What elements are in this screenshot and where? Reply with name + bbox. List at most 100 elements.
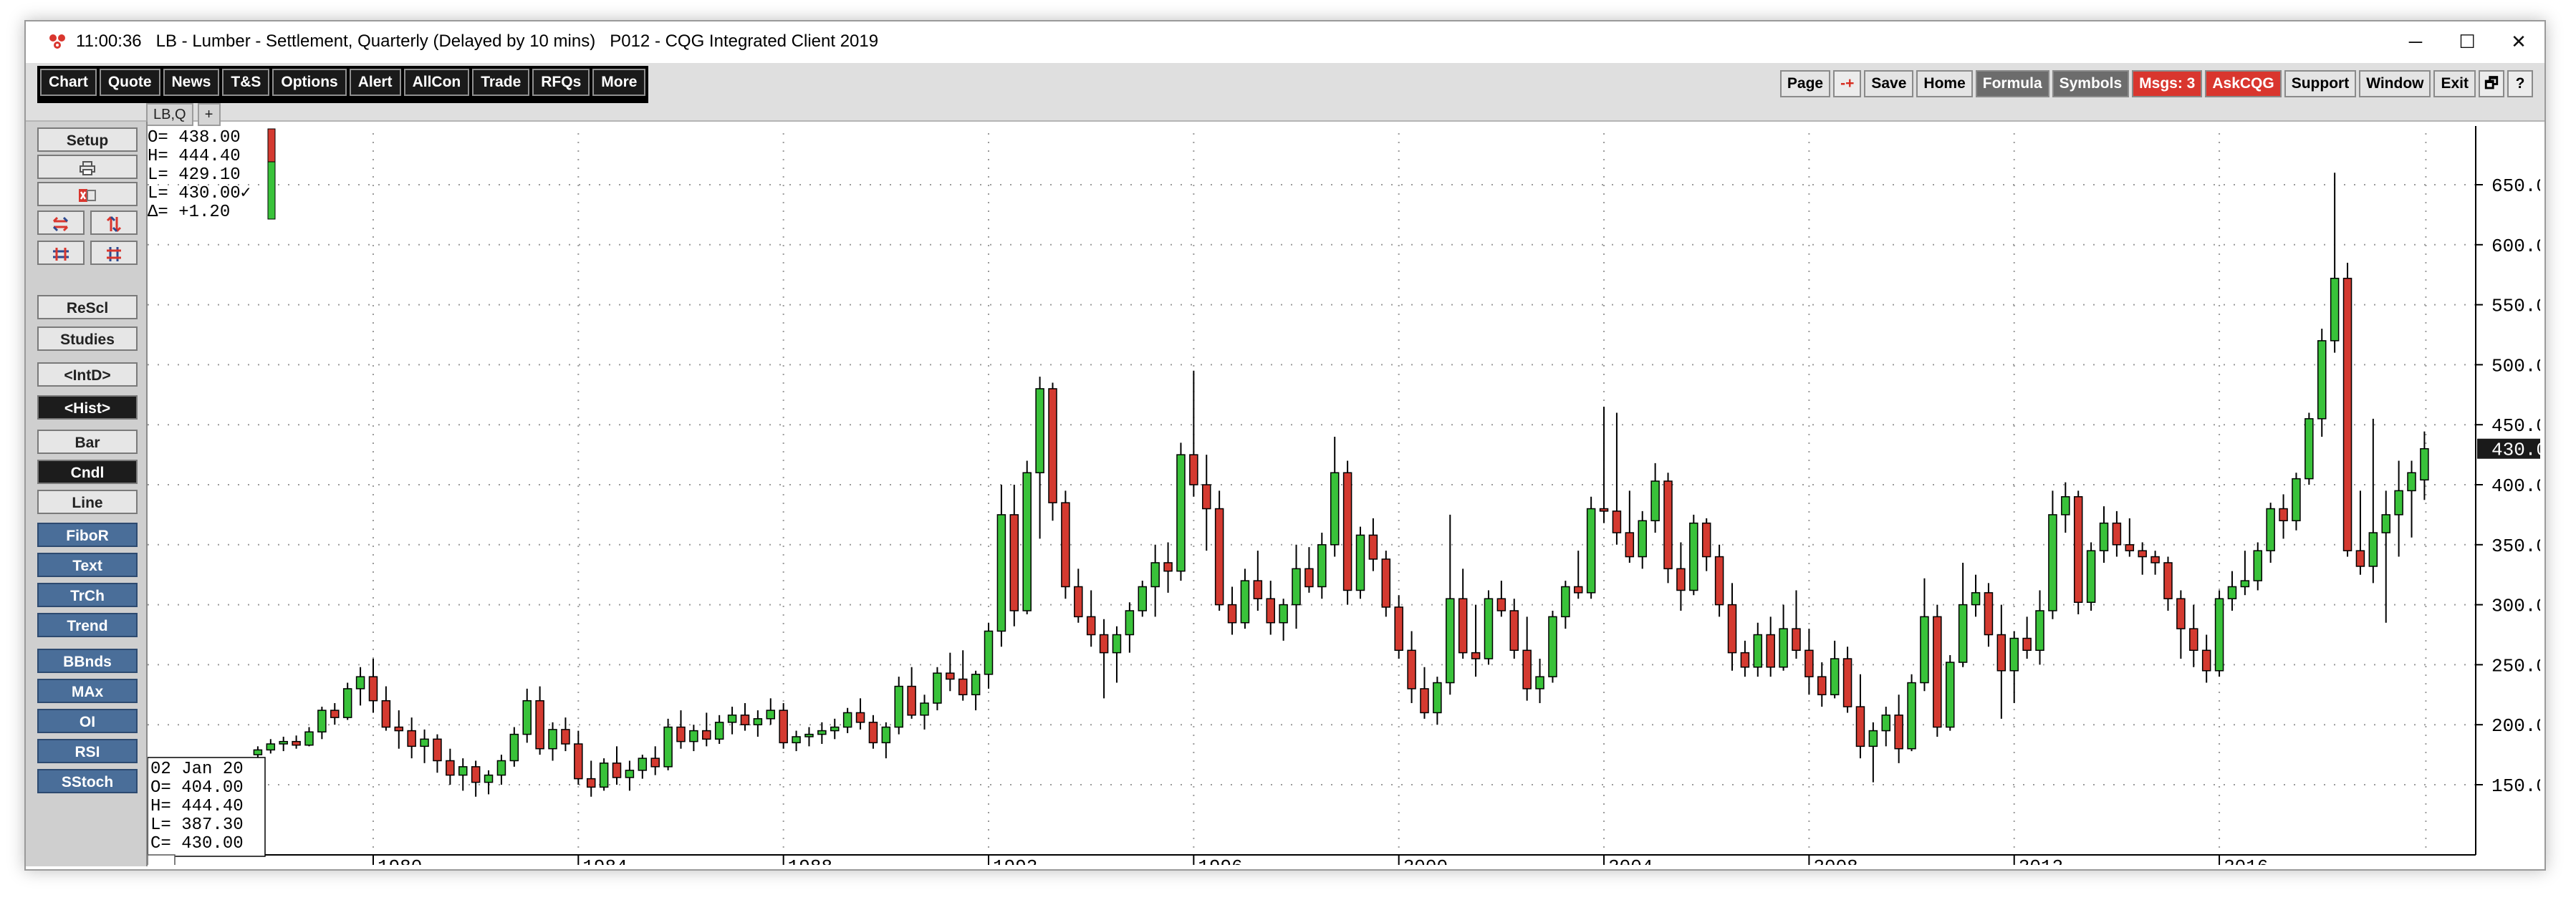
history-button[interactable]: <Hist> [37, 395, 138, 420]
chart-area[interactable]: 650.00 600.00 550.00 500.00 450.00 400.00 350.… [147, 126, 2570, 878]
compress-horizontal-button[interactable] [37, 241, 85, 265]
tab-lb-q[interactable]: LB,Q [146, 103, 193, 126]
candle-body-up [2317, 340, 2327, 420]
candlestick-chart[interactable]: 650.00 600.00 550.00 500.00 450.00 400.00 350.… [147, 126, 2570, 878]
candle-body-up [996, 514, 1006, 632]
y-tick-label: 500.00 [2491, 355, 2540, 377]
candle-body-up [1330, 472, 1340, 546]
messages-button[interactable]: Msgs: 3 [2132, 70, 2203, 97]
study-max-button[interactable]: MAx [37, 679, 138, 703]
menu-news-button[interactable]: News [163, 69, 220, 96]
restore-icon[interactable]: 🗗 [2479, 70, 2504, 97]
y-tick-label: 650.00 [2491, 175, 2540, 197]
candle-body-up [753, 718, 763, 725]
support-button[interactable]: Support [2284, 70, 2357, 97]
setup-button[interactable]: Setup [37, 127, 138, 152]
cqg-logo-icon [49, 34, 65, 49]
menu-alert-button[interactable]: Alert [349, 69, 401, 96]
candle-body-down [958, 678, 968, 696]
candle-body-up [1292, 568, 1301, 606]
candle-body-down [1792, 628, 1801, 652]
candle-body-up [894, 685, 903, 728]
candle-body-down [433, 738, 442, 762]
candle-body-down [1573, 586, 1583, 594]
close-button[interactable]: ✕ [2511, 30, 2527, 52]
menu-quote-button[interactable]: Quote [99, 69, 160, 96]
save-button[interactable]: Save [1864, 70, 1914, 97]
compress-vertical-button[interactable] [90, 241, 138, 265]
print-button[interactable] [37, 155, 138, 179]
info-high: H= 444.40 [148, 147, 241, 166]
scroll-left-right-button[interactable] [37, 210, 85, 235]
candle [2112, 510, 2122, 557]
candle [1433, 677, 1442, 725]
add-tab-button[interactable]: + [197, 103, 221, 126]
candle [920, 695, 929, 730]
candle-body-down [1625, 532, 1635, 558]
page-button[interactable]: Page [1779, 70, 1831, 97]
study-text-button[interactable]: Text [37, 553, 138, 577]
candle [2317, 329, 2327, 437]
candle-body-up [1355, 534, 1365, 591]
symbols-button[interactable]: Symbols [2052, 70, 2130, 97]
candle [1304, 547, 1314, 593]
study-trch-button[interactable]: TrCh [37, 583, 138, 607]
candle-body-down [574, 743, 583, 780]
askcqg-button[interactable]: AskCQG [2205, 70, 2282, 97]
candle-body-down [2022, 637, 2032, 652]
candle-body-up [1945, 662, 1955, 728]
candle [830, 718, 840, 740]
plus-minus-button[interactable]: -+ [1833, 70, 1862, 97]
studies-button[interactable]: Studies [37, 326, 138, 351]
candle [1625, 490, 1635, 563]
excel-button[interactable] [37, 182, 138, 206]
window-button[interactable]: Window [2359, 70, 2431, 97]
application-window: 11:00:36 LB - Lumber - Settlement, Quart… [24, 20, 2570, 878]
help-icon[interactable]: ? [2507, 70, 2533, 97]
candle-body-down [1817, 676, 1827, 696]
candle [586, 760, 596, 797]
candle [1958, 562, 1968, 667]
menu-options-button[interactable]: Options [272, 69, 347, 96]
menu-chart-button[interactable]: Chart [40, 69, 97, 96]
candle-body-down [2342, 277, 2352, 551]
candle [330, 703, 340, 725]
intraday-button[interactable]: <IntD> [37, 362, 138, 387]
candle [1394, 595, 1403, 659]
scroll-up-down-button[interactable] [90, 210, 138, 235]
study-bbnds-button[interactable]: BBnds [37, 649, 138, 673]
candle [509, 727, 519, 767]
candle-body-up [1035, 388, 1044, 473]
bar-button[interactable]: Bar [37, 430, 138, 454]
corner-checkbox[interactable] [147, 854, 176, 867]
candle [1496, 581, 1506, 617]
candle-body-up [2253, 550, 2263, 581]
candle-body-up [1150, 562, 1160, 588]
vertical-arrows-icon [106, 216, 122, 233]
menu-ts-button[interactable]: T&S [222, 69, 270, 96]
candle [368, 659, 378, 713]
study-sstoch-button[interactable]: SStoch [37, 769, 138, 793]
menu-trade-button[interactable]: Trade [472, 69, 530, 96]
study-oi-button[interactable]: OI [37, 709, 138, 733]
study-rsi-button[interactable]: RSI [37, 739, 138, 763]
study-fibor-button[interactable]: FiboR [37, 523, 138, 547]
maximize-button[interactable]: ☐ [2459, 30, 2476, 52]
candle-body-down [1714, 556, 1724, 606]
exit-button[interactable]: Exit [2433, 70, 2476, 97]
minimize-button[interactable]: ─ [2408, 30, 2423, 52]
rescale-button[interactable]: ReScl [37, 295, 138, 319]
candle [868, 715, 878, 749]
menu-more-button[interactable]: More [592, 69, 646, 96]
candle-body-up [1586, 508, 1596, 594]
menu-allcon-button[interactable]: AllCon [403, 69, 470, 96]
candle-body-down [2279, 508, 2288, 522]
candle-body-up [304, 731, 314, 746]
candle-button[interactable]: Cndl [37, 460, 138, 484]
formula-button[interactable]: Formula [1975, 70, 2049, 97]
study-trend-button[interactable]: Trend [37, 613, 138, 637]
candle-body-down [1522, 649, 1532, 689]
line-button[interactable]: Line [37, 490, 138, 514]
home-button[interactable]: Home [1916, 70, 1973, 97]
menu-rfqs-button[interactable]: RFQs [532, 69, 590, 96]
